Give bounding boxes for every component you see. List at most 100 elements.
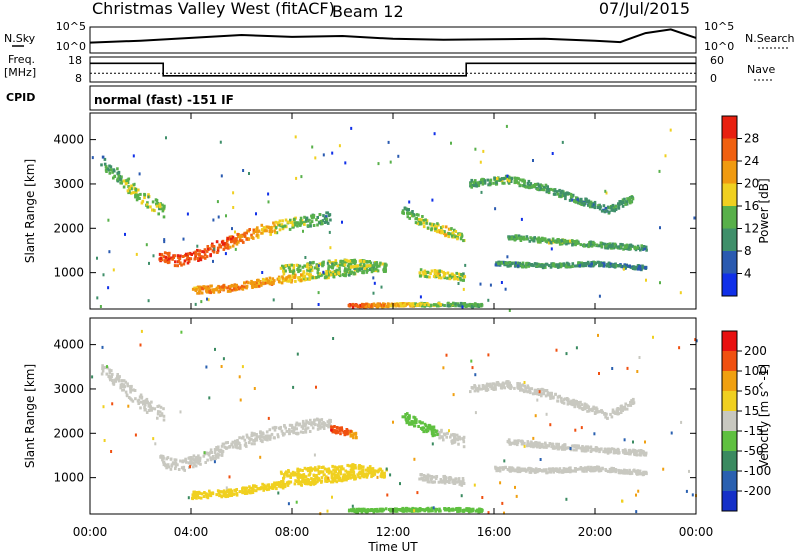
scatter-cell	[357, 475, 360, 479]
scatter-cell	[451, 272, 454, 276]
scatter-cell	[255, 281, 258, 285]
scatter-cell	[296, 224, 299, 228]
scatter-cell	[309, 222, 312, 226]
scatter-cell	[341, 259, 345, 263]
scatter-band-9	[494, 260, 648, 272]
scatter-cell	[302, 275, 305, 279]
scatter-cell	[562, 263, 565, 267]
scatter-cell	[472, 181, 475, 185]
scatter-cell	[315, 474, 318, 477]
scatter-cell	[610, 415, 614, 419]
scatter-cell	[582, 262, 586, 265]
scatter-cell	[417, 425, 420, 428]
scatter-cell	[455, 433, 459, 437]
scatter-cell	[516, 262, 519, 266]
scatter-cell	[160, 253, 164, 257]
scatter-cell	[158, 252, 162, 256]
noise-cell	[225, 214, 227, 218]
scatter-cell	[301, 469, 304, 472]
scatter-cell	[393, 509, 396, 513]
scatter-cell	[231, 445, 235, 449]
noise-cell	[326, 509, 329, 513]
scatter-cell	[119, 386, 122, 390]
noise-cell	[644, 440, 646, 444]
scatter-cell	[290, 220, 294, 224]
noise-cell	[111, 402, 114, 406]
scatter-cell	[233, 239, 237, 243]
scatter-cell	[138, 395, 142, 399]
scatter-band-3	[279, 463, 388, 480]
scatter-cell	[521, 265, 524, 269]
scatter-cell	[273, 428, 277, 432]
scatter-cell	[506, 440, 510, 444]
scatter-cell	[340, 467, 343, 471]
noise-cell	[124, 232, 126, 236]
scatter-cell	[299, 216, 303, 220]
scatter-cell	[149, 205, 152, 209]
scatter-cell	[519, 469, 522, 473]
noise-cell	[373, 281, 376, 285]
scatter-cell	[582, 264, 585, 268]
colorbar-segment	[722, 431, 737, 451]
scatter-cell	[514, 439, 518, 443]
scatter-cell	[569, 239, 572, 243]
scatter-cell	[545, 262, 549, 266]
scatter-cell	[610, 245, 613, 249]
scatter-cell	[423, 304, 427, 308]
scatter-cell	[247, 488, 251, 492]
noise-cell	[474, 373, 477, 377]
scatter-cell	[343, 474, 346, 478]
scatter-cell	[158, 207, 161, 211]
scatter-cell	[422, 426, 426, 430]
scatter-cell	[586, 199, 590, 203]
scatter-cell	[537, 264, 541, 268]
scatter-cell	[122, 379, 126, 383]
scatter-cell	[280, 429, 284, 433]
scatter-cell	[346, 432, 349, 435]
scatter-cell	[424, 275, 427, 278]
scatter-cell	[438, 269, 441, 273]
scatter-cell	[440, 231, 443, 235]
scatter-cell	[578, 264, 581, 268]
scatter-cell	[556, 470, 559, 473]
noise-cell	[669, 128, 672, 132]
scatter-cell	[383, 474, 386, 478]
scatter-cell	[422, 219, 426, 222]
scatter-cell	[552, 395, 555, 399]
scatter-cell	[545, 190, 549, 194]
scatter-cell	[587, 263, 591, 267]
scatter-cell	[438, 433, 441, 437]
scatter-cell	[525, 237, 528, 241]
scatter-cell	[599, 241, 603, 245]
scatter-cell	[601, 466, 604, 470]
scatter-cell	[308, 422, 311, 425]
scatter-cell	[224, 242, 228, 245]
scatter-cell	[247, 237, 251, 241]
scatter-cell	[478, 303, 481, 307]
scatter-cell	[303, 422, 306, 426]
scatter-cell	[331, 425, 335, 429]
scatter-cell	[206, 288, 209, 292]
scatter-cell	[559, 194, 562, 198]
scatter-cell	[268, 230, 272, 233]
scatter-cell	[563, 469, 566, 473]
scatter-cell	[591, 264, 595, 268]
scatter-cell	[213, 448, 217, 451]
scatter-cell	[594, 410, 597, 414]
scatter-cell	[544, 444, 548, 448]
noise-cell	[222, 357, 225, 361]
beam-title: Beam 12	[332, 2, 404, 21]
scatter-cell	[433, 229, 437, 232]
scatter-cell	[418, 420, 422, 424]
scatter-cell	[541, 237, 545, 241]
scatter-cell	[455, 271, 458, 275]
scatter-cell	[230, 493, 234, 496]
scatter-cell	[325, 217, 329, 221]
scatter-cell	[133, 389, 137, 392]
scatter-cell	[269, 232, 272, 236]
scatter-cell	[316, 477, 320, 481]
scatter-cell	[437, 271, 441, 275]
scatter-cell	[571, 262, 575, 266]
scatter-cell	[366, 469, 370, 472]
scatter-cell	[198, 288, 201, 292]
